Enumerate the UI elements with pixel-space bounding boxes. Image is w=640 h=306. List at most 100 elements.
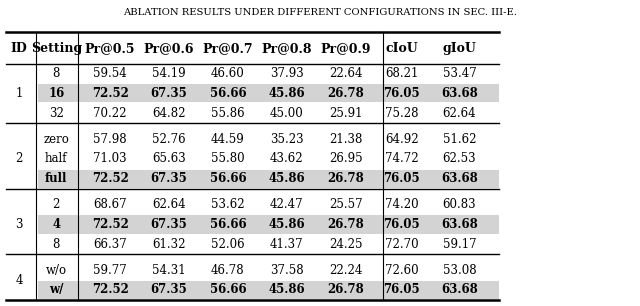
FancyBboxPatch shape [38, 281, 499, 299]
Text: 3: 3 [15, 218, 23, 231]
Text: 56.66: 56.66 [209, 283, 246, 297]
Text: 22.24: 22.24 [329, 264, 362, 277]
Text: 46.78: 46.78 [211, 264, 244, 277]
Text: 72.52: 72.52 [92, 218, 129, 231]
Text: 67.35: 67.35 [150, 283, 188, 297]
Text: 24.25: 24.25 [329, 238, 362, 251]
Text: 37.58: 37.58 [270, 264, 303, 277]
Text: Setting: Setting [31, 43, 82, 55]
Text: 63.68: 63.68 [441, 87, 478, 100]
Text: 16: 16 [48, 87, 65, 100]
Text: 71.03: 71.03 [93, 152, 127, 166]
Text: 26.78: 26.78 [327, 218, 364, 231]
Text: 45.00: 45.00 [270, 107, 303, 120]
Text: 74.72: 74.72 [385, 152, 419, 166]
Text: 67.35: 67.35 [150, 218, 188, 231]
Text: 22.64: 22.64 [329, 67, 362, 80]
Text: 45.86: 45.86 [268, 172, 305, 185]
Text: half: half [45, 152, 68, 166]
Text: 72.52: 72.52 [92, 87, 129, 100]
Text: 72.70: 72.70 [385, 238, 419, 251]
Text: 72.52: 72.52 [92, 172, 129, 185]
Text: 64.92: 64.92 [385, 132, 419, 146]
Text: 61.32: 61.32 [152, 238, 186, 251]
Text: 26.78: 26.78 [327, 87, 364, 100]
Text: w/o: w/o [45, 264, 67, 277]
FancyBboxPatch shape [38, 170, 499, 188]
FancyBboxPatch shape [38, 215, 499, 233]
Text: 59.54: 59.54 [93, 67, 127, 80]
Text: 54.19: 54.19 [152, 67, 186, 80]
Text: gIoU: gIoU [443, 43, 476, 55]
Text: cIoU: cIoU [385, 43, 419, 55]
Text: 32: 32 [49, 107, 64, 120]
Text: 70.22: 70.22 [93, 107, 127, 120]
Text: 64.82: 64.82 [152, 107, 186, 120]
Text: 62.53: 62.53 [443, 152, 476, 166]
Text: 65.63: 65.63 [152, 152, 186, 166]
Text: 62.64: 62.64 [443, 107, 476, 120]
Text: 59.77: 59.77 [93, 264, 127, 277]
Text: 63.68: 63.68 [441, 283, 478, 297]
Text: 56.66: 56.66 [209, 172, 246, 185]
Text: 45.86: 45.86 [268, 283, 305, 297]
FancyBboxPatch shape [38, 84, 499, 103]
Text: w/: w/ [49, 283, 63, 297]
Text: 2: 2 [15, 152, 23, 166]
Text: 44.59: 44.59 [211, 132, 244, 146]
Text: 4: 4 [52, 218, 60, 231]
Text: 76.05: 76.05 [383, 172, 420, 185]
Text: ABLATION RESULTS UNDER DIFFERENT CONFIGURATIONS IN SEC. III-E.: ABLATION RESULTS UNDER DIFFERENT CONFIGU… [123, 8, 517, 17]
Text: ID: ID [11, 43, 28, 55]
Text: 67.35: 67.35 [150, 172, 188, 185]
Text: 21.38: 21.38 [329, 132, 362, 146]
Text: 76.05: 76.05 [383, 87, 420, 100]
Text: 63.68: 63.68 [441, 172, 478, 185]
Text: 52.76: 52.76 [152, 132, 186, 146]
Text: 41.37: 41.37 [270, 238, 303, 251]
Text: 43.62: 43.62 [270, 152, 303, 166]
Text: 67.35: 67.35 [150, 87, 188, 100]
Text: 26.95: 26.95 [329, 152, 362, 166]
Text: 26.78: 26.78 [327, 172, 364, 185]
Text: 46.60: 46.60 [211, 67, 244, 80]
Text: 26.78: 26.78 [327, 283, 364, 297]
Text: full: full [45, 172, 67, 185]
Text: 72.60: 72.60 [385, 264, 419, 277]
Text: 25.57: 25.57 [329, 198, 362, 211]
Text: 4: 4 [15, 274, 23, 287]
Text: 68.67: 68.67 [93, 198, 127, 211]
Text: 55.86: 55.86 [211, 107, 244, 120]
Text: 25.91: 25.91 [329, 107, 362, 120]
Text: 76.05: 76.05 [383, 283, 420, 297]
Text: 8: 8 [52, 67, 60, 80]
Text: Pr@0.9: Pr@0.9 [321, 43, 371, 55]
Text: 57.98: 57.98 [93, 132, 127, 146]
Text: 63.68: 63.68 [441, 218, 478, 231]
Text: 53.08: 53.08 [443, 264, 476, 277]
Text: 42.47: 42.47 [270, 198, 303, 211]
Text: 53.62: 53.62 [211, 198, 244, 211]
Text: 60.83: 60.83 [443, 198, 476, 211]
Text: Pr@0.8: Pr@0.8 [262, 43, 312, 55]
Text: 66.37: 66.37 [93, 238, 127, 251]
Text: 45.86: 45.86 [268, 218, 305, 231]
Text: 8: 8 [52, 238, 60, 251]
Text: 53.47: 53.47 [443, 67, 476, 80]
Text: 72.52: 72.52 [92, 283, 129, 297]
Text: 74.20: 74.20 [385, 198, 419, 211]
Text: 45.86: 45.86 [268, 87, 305, 100]
Text: 62.64: 62.64 [152, 198, 186, 211]
Text: 75.28: 75.28 [385, 107, 419, 120]
Text: Pr@0.6: Pr@0.6 [144, 43, 194, 55]
Text: 2: 2 [52, 198, 60, 211]
Text: 55.80: 55.80 [211, 152, 244, 166]
Text: 56.66: 56.66 [209, 218, 246, 231]
Text: 76.05: 76.05 [383, 218, 420, 231]
Text: Pr@0.7: Pr@0.7 [202, 43, 253, 55]
Text: 54.31: 54.31 [152, 264, 186, 277]
Text: 59.17: 59.17 [443, 238, 476, 251]
Text: zero: zero [44, 132, 69, 146]
Text: 52.06: 52.06 [211, 238, 244, 251]
Text: Pr@0.5: Pr@0.5 [85, 43, 135, 55]
